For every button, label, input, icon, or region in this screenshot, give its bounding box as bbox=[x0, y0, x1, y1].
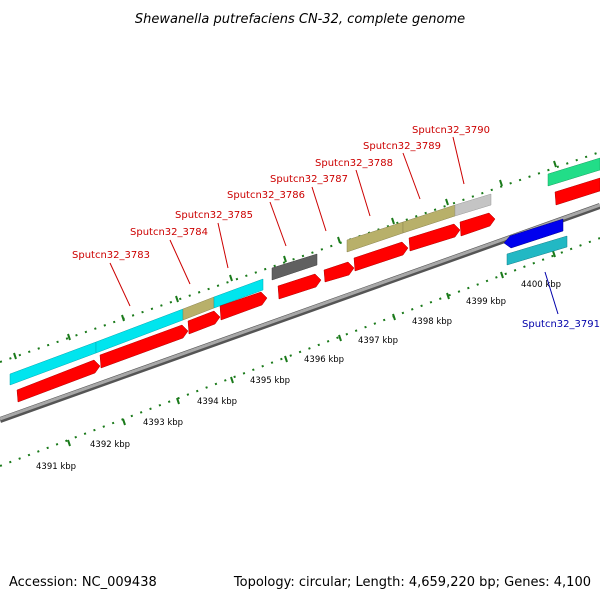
cds-arrow bbox=[219, 291, 268, 321]
kbp-label: 4394 kbp bbox=[197, 397, 237, 407]
gene-label[interactable]: Sputcn32_3789 bbox=[363, 141, 441, 152]
kbp-label: 4391 kbp bbox=[36, 462, 76, 472]
feature-teal bbox=[506, 235, 568, 266]
feature-cyan bbox=[213, 278, 264, 309]
leader-line bbox=[217, 222, 229, 269]
cds-arrow bbox=[277, 273, 322, 300]
cds-arrow bbox=[187, 310, 221, 335]
kbp-label: 4392 kbp bbox=[90, 440, 130, 450]
feature-green bbox=[547, 157, 600, 187]
kbp-tick bbox=[230, 376, 234, 384]
gene-label[interactable]: Sputcn32_3786 bbox=[227, 190, 305, 201]
backbone-highlight bbox=[0, 203, 600, 421]
outer-tick bbox=[391, 217, 395, 225]
kbp-tick bbox=[122, 418, 126, 426]
cds-arrow bbox=[323, 261, 355, 283]
leader-line bbox=[402, 152, 421, 200]
cds-arrow-reverse bbox=[503, 218, 564, 249]
feature-light-gray bbox=[454, 193, 492, 217]
outer-tick bbox=[499, 179, 503, 187]
kbp-label: 4399 kbp bbox=[466, 297, 506, 307]
kbp-label: 4400 kbp bbox=[521, 280, 561, 290]
kbp-label: 4393 kbp bbox=[143, 418, 183, 428]
outer-tick-marks bbox=[13, 160, 557, 360]
kbp-tick bbox=[446, 292, 450, 300]
outer-tick bbox=[13, 352, 17, 360]
leader-line bbox=[269, 201, 287, 247]
kbp-tick bbox=[500, 271, 504, 279]
gene-label[interactable]: Sputcn32_3787 bbox=[270, 174, 348, 185]
outer-tick bbox=[337, 236, 341, 244]
feature-dark-gray bbox=[271, 253, 318, 281]
kbp-tick bbox=[284, 355, 288, 363]
kbp-label: 4396 kbp bbox=[304, 355, 344, 365]
kbp-label: 4398 kbp bbox=[412, 317, 452, 327]
genome-backbone bbox=[0, 203, 600, 423]
gene-label[interactable]: Sputcn32_3788 bbox=[315, 158, 393, 169]
kbp-label: 4397 kbp bbox=[358, 336, 398, 346]
scale-track-inner bbox=[0, 237, 600, 467]
reverse-row bbox=[503, 218, 568, 266]
cds-row bbox=[16, 177, 600, 403]
leader-line bbox=[109, 262, 131, 307]
scale-dotted-line-inner bbox=[0, 237, 600, 467]
kbp-tick bbox=[338, 334, 342, 342]
outer-tick bbox=[175, 295, 179, 303]
gene-label[interactable]: Sputcn32_3790 bbox=[412, 125, 490, 136]
outer-tick bbox=[445, 198, 449, 206]
cds-arrow bbox=[459, 212, 496, 237]
leader-line bbox=[355, 169, 371, 217]
cds-arrow bbox=[353, 241, 409, 272]
kbp-tick bbox=[176, 397, 180, 405]
outer-tick bbox=[553, 160, 557, 168]
scale-track-outer bbox=[0, 151, 600, 363]
kbp-tick bbox=[392, 313, 396, 321]
cds-arrow bbox=[16, 359, 101, 403]
kbp-tick bbox=[67, 439, 71, 447]
gene-label[interactable]: Sputcn32_3785 bbox=[175, 210, 253, 221]
accession-text: Accession: NC_009438 bbox=[9, 575, 157, 590]
gene-leaders bbox=[109, 136, 559, 315]
gene-label[interactable]: Sputcn32_3784 bbox=[130, 227, 208, 238]
kbp-tick-marks bbox=[67, 250, 556, 447]
leader-line bbox=[452, 136, 465, 185]
outer-tick bbox=[121, 314, 125, 322]
leader-line bbox=[544, 271, 559, 315]
map-title: Shewanella putrefaciens CN-32, complete … bbox=[135, 12, 465, 27]
outer-tick bbox=[67, 333, 71, 341]
leader-line bbox=[311, 186, 327, 232]
cds-arrow bbox=[554, 177, 600, 206]
cds-arrow bbox=[408, 223, 461, 252]
summary-text: Topology: circular; Length: 4,659,220 bp… bbox=[233, 575, 591, 590]
feature-row bbox=[9, 157, 600, 386]
outer-tick bbox=[229, 274, 233, 282]
kbp-tick bbox=[552, 250, 556, 258]
gene-label[interactable]: Sputcn32_3783 bbox=[72, 250, 150, 261]
gene-labels: Sputcn32_3783 Sputcn32_3784 Sputcn32_378… bbox=[72, 125, 600, 330]
outer-tick bbox=[283, 255, 287, 263]
leader-line bbox=[169, 239, 191, 285]
gene-label[interactable]: Sputcn32_3791 bbox=[522, 319, 600, 330]
kbp-label: 4395 kbp bbox=[250, 376, 290, 386]
kbp-labels: 4391 kbp 4392 kbp 4393 kbp 4394 kbp 4395… bbox=[36, 280, 561, 472]
cds-arrow bbox=[99, 324, 189, 369]
